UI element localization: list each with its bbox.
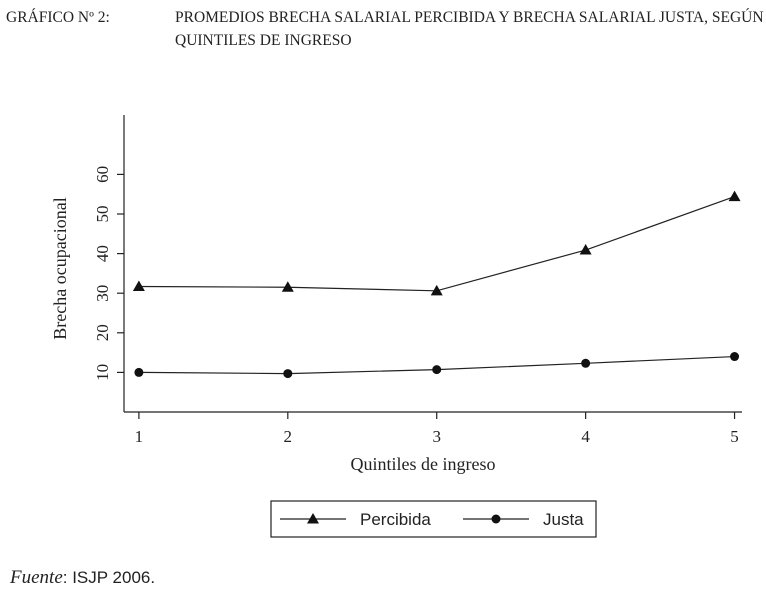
chart-axes: 1 2 3 4 5 10 20 30 40 50 60 (93, 115, 742, 446)
data-point-justa (283, 369, 293, 379)
source-label: Fuente (10, 567, 63, 588)
y-tick-label: 40 (93, 245, 112, 262)
data-point-percibida (728, 190, 741, 202)
line-chart: 1 2 3 4 5 10 20 30 40 50 60 Quintiles de ingreso B… (50, 115, 742, 538)
figure-number: GRÁFICO Nº 2: (6, 9, 110, 26)
series-justa (134, 352, 740, 379)
legend-label-justa: Justa (543, 510, 584, 529)
data-point-percibida (281, 281, 294, 292)
series-line-percibida (138, 196, 735, 292)
chart-title: PROMEDIOS BRECHA SALARIAL PERCIBIDA Y BR… (175, 9, 764, 49)
data-point-percibida (430, 284, 443, 296)
plot-area (132, 190, 741, 379)
x-tick-label: 2 (284, 427, 293, 446)
source-text: : ISJP 2006. (62, 568, 156, 587)
data-point-justa (134, 367, 144, 377)
legend-marker-justa (491, 514, 501, 524)
data-point-justa (730, 352, 740, 362)
series-percibida (132, 190, 741, 296)
x-tick-label: 4 (581, 427, 590, 446)
data-point-justa (581, 358, 591, 368)
y-axis-title: Brecha ocupacional (50, 197, 70, 339)
y-tick-label: 30 (93, 285, 112, 302)
x-tick-label: 5 (730, 427, 739, 446)
y-tick-label: 20 (93, 324, 112, 341)
y-tick-label: 50 (93, 206, 112, 223)
y-tick-label: 60 (93, 166, 112, 183)
x-tick-label: 1 (135, 427, 144, 446)
data-point-percibida (579, 244, 592, 255)
x-axis-title: Quintiles de ingreso (351, 454, 496, 474)
source-note: Fuente: ISJP 2006. (10, 567, 155, 589)
legend: Percibida Justa (270, 500, 597, 538)
legend-label-percibida: Percibida (360, 510, 431, 529)
y-tick-label: 10 (93, 364, 112, 381)
x-tick-label: 3 (432, 427, 441, 446)
legend-marker-percibida (307, 513, 319, 524)
data-point-justa (432, 365, 442, 375)
data-point-percibida (132, 280, 145, 291)
